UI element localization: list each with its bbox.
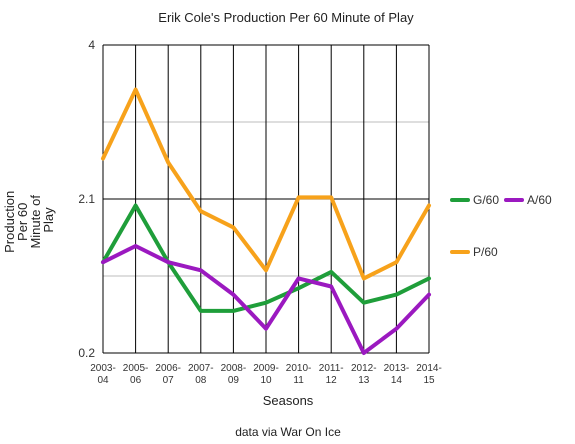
series-line-a-60	[101, 244, 431, 355]
x-tick-label-line: 2008-	[221, 363, 247, 374]
x-tick-label: 2011-12	[319, 363, 344, 386]
y-axis-ticks: 4 2.1 0.2	[78, 38, 95, 360]
x-tick-label-line: 06	[130, 375, 142, 386]
x-tick-label-line: 04	[97, 375, 109, 386]
series-line-g-60	[101, 203, 431, 313]
x-tick-label-line: 2011-	[319, 363, 344, 374]
x-tick-label-line: 2014-	[416, 363, 442, 374]
x-tick-label: 2014-15	[416, 363, 442, 386]
x-tick-label-line: 14	[391, 375, 403, 386]
series-line-p-60	[101, 87, 431, 281]
x-tick-label-line: 2009-	[253, 363, 279, 374]
legend: G/60 A/60 P/60	[450, 193, 552, 259]
x-tick-label-line: 12	[326, 375, 338, 386]
x-tick-label-line: 13	[358, 375, 370, 386]
x-tick-label-line: 2003-	[90, 363, 116, 374]
y-axis-label-line-4: Play	[41, 207, 56, 233]
x-tick-label: 2006-07	[155, 363, 181, 386]
x-tick-label: 2009-10	[253, 363, 279, 386]
x-axis-label: Seasons	[263, 393, 314, 408]
x-tick-label-line: 2012-	[351, 363, 377, 374]
x-tick-label: 2010-11	[286, 363, 312, 386]
x-tick-label-line: 15	[423, 375, 435, 386]
y-tick-label: 0.2	[78, 346, 95, 360]
legend-label-a-60: A/60	[527, 193, 552, 207]
x-tick-label: 2008-09	[221, 363, 247, 386]
x-tick-label-line: 08	[195, 375, 207, 386]
y-axis-label-line-2: Per 60	[15, 203, 30, 241]
grid	[102, 44, 430, 354]
x-tick-label-line: 07	[163, 375, 175, 386]
x-tick-label: 2007-08	[188, 363, 214, 386]
y-tick-label: 4	[88, 38, 95, 52]
x-tick-label: 2005-06	[123, 363, 149, 386]
x-tick-label-line: 2013-	[384, 363, 410, 374]
y-tick-label: 2.1	[78, 192, 95, 206]
x-tick-label: 2012-13	[351, 363, 377, 386]
series-lines	[101, 87, 431, 355]
chart-title: Erik Cole's Production Per 60 Minute of …	[158, 10, 414, 25]
x-axis-ticks: 2003-04 2005-06 2006-07 2007-08 2008-09 2009-…	[90, 363, 442, 386]
x-tick-label-line: 11	[293, 375, 304, 386]
x-tick-label-line: 10	[260, 375, 272, 386]
legend-label-p-60: P/60	[473, 245, 498, 259]
x-tick-label: 2003-04	[90, 363, 116, 386]
y-axis-label-line-3: Minute of	[28, 195, 43, 249]
y-axis-label: Production Per 60 Minute of Play	[2, 187, 56, 253]
legend-label-g-60: G/60	[473, 193, 499, 207]
y-axis-label-line-1: Production	[2, 191, 17, 253]
credit-text: data via War On Ice	[235, 425, 341, 439]
x-tick-label-line: 2005-	[123, 363, 149, 374]
x-tick-label: 2013-14	[384, 363, 410, 386]
x-tick-label-line: 2007-	[188, 363, 214, 374]
x-tick-label-line: 2006-	[155, 363, 181, 374]
x-tick-label-line: 2010-	[286, 363, 312, 374]
x-tick-label-line: 09	[228, 375, 240, 386]
